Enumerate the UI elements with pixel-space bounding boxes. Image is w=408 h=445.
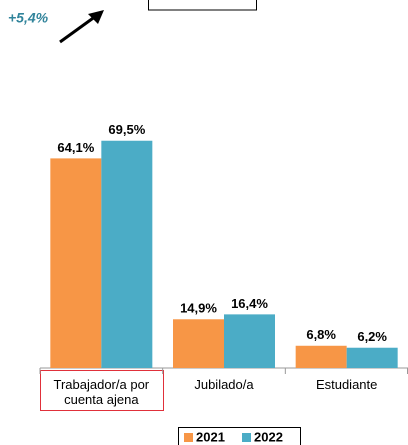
highlight-box: [40, 370, 164, 411]
legend-label: 2022: [254, 429, 283, 444]
top-box: [148, 0, 257, 11]
bar: [101, 140, 153, 368]
bar: [346, 347, 398, 368]
bar: [50, 158, 102, 368]
arrow: [59, 14, 97, 44]
category-label: Estudiante: [315, 377, 378, 392]
bar: [295, 345, 347, 368]
value-label: 14,9%: [180, 301, 217, 316]
legend-swatch: [184, 433, 193, 442]
value-label: 16,4%: [231, 296, 268, 311]
arrow-head: [88, 10, 104, 24]
annotation: +5,4%: [8, 10, 49, 26]
value-label: 6,8%: [306, 327, 336, 342]
bar: [224, 314, 275, 368]
category-label: Jubilado/a: [194, 377, 254, 392]
category-label: Trabajador/a por cuenta ajena: [53, 377, 150, 407]
value-label: 69,5%: [108, 122, 145, 137]
value-label: 64,1%: [57, 140, 94, 155]
legend-box: [178, 427, 301, 445]
legend-label: 2021: [196, 429, 225, 444]
bar: [173, 319, 224, 368]
legend-swatch: [242, 433, 251, 442]
value-label: 6,2%: [357, 329, 387, 344]
